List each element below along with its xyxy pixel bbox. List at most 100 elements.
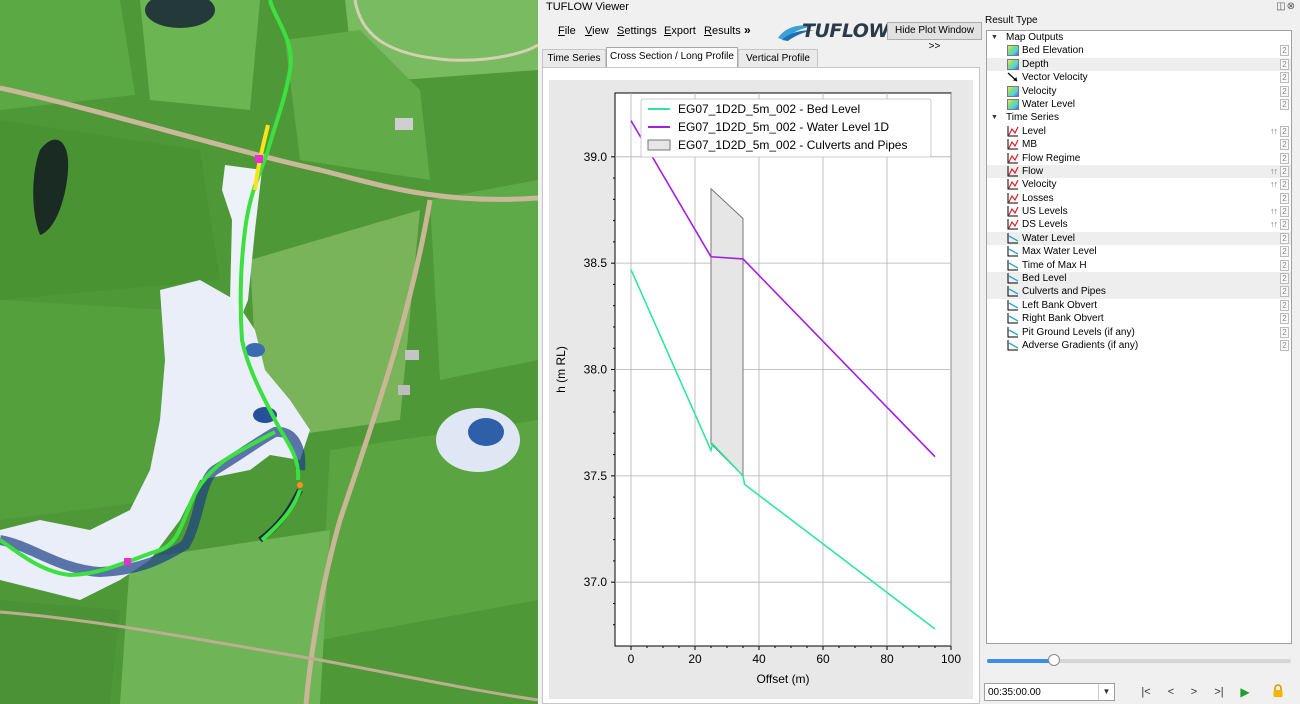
tree-group-label: Time Series: [1006, 112, 1059, 124]
hide-plot-window-button[interactable]: Hide Plot Window >>: [887, 22, 982, 52]
tree-item[interactable]: MB 2: [987, 138, 1291, 151]
tree-item[interactable]: Level ↑↑ 2: [987, 125, 1291, 138]
axis-toggle-icon[interactable]: 2: [1280, 326, 1289, 338]
y-tick-label: 39.0: [584, 150, 608, 164]
tree-item[interactable]: Vector Velocity 2: [987, 71, 1291, 84]
tab-cross-section-long-profile[interactable]: Cross Section / Long Profile: [606, 47, 738, 69]
tree-item[interactable]: Bed Level 2: [987, 272, 1291, 286]
y-tick-label: 37.0: [584, 575, 608, 589]
axis-toggle-icon[interactable]: 2: [1280, 152, 1289, 164]
y-tick-label: 38.5: [584, 256, 608, 270]
secondary-axis-arrows-icon[interactable]: ↑↑: [1270, 179, 1278, 190]
time-slider-track[interactable]: [987, 659, 1291, 663]
tree-item-label: Water Level: [1022, 98, 1075, 110]
window-float-close-icons[interactable]: ◫⊗: [1276, 1, 1296, 12]
axis-toggle-icon[interactable]: 2: [1280, 313, 1289, 325]
chevron-down-icon[interactable]: ▼: [991, 114, 998, 122]
ts-icon: [1007, 139, 1019, 150]
tree-item[interactable]: Right Bank Obvert 2: [987, 312, 1291, 325]
menu-file[interactable]: File: [558, 25, 576, 37]
tree-item[interactable]: DS Levels ↑↑ 2: [987, 218, 1291, 231]
first-timestep-button[interactable]: |<: [1141, 686, 1151, 698]
last-timestep-button[interactable]: >|: [1214, 686, 1224, 698]
axis-toggle-icon[interactable]: 2: [1280, 232, 1289, 244]
lp-icon: [1007, 273, 1019, 284]
chevron-down-icon[interactable]: ▼: [991, 34, 998, 41]
secondary-axis-arrows-icon[interactable]: ↑↑: [1270, 165, 1278, 176]
x-tick-label: 80: [880, 652, 894, 666]
tree-item[interactable]: Adverse Gradients (if any) 2: [987, 339, 1291, 352]
axis-toggle-icon[interactable]: 2: [1280, 259, 1289, 271]
axis-toggle-icon[interactable]: 2: [1280, 45, 1289, 57]
tree-item[interactable]: Losses 2: [987, 192, 1291, 205]
menu-settings[interactable]: Settings: [617, 25, 657, 37]
play-icon[interactable]: ▶: [1240, 685, 1250, 699]
x-axis-label: Offset (m): [756, 672, 809, 686]
tree-item[interactable]: Water Level 2: [987, 231, 1291, 246]
axis-toggle-icon[interactable]: 2: [1280, 246, 1289, 258]
tree-item[interactable]: Time of Max H 2: [987, 259, 1291, 272]
axis-toggle-icon[interactable]: 2: [1280, 85, 1289, 97]
tree-group-map-outputs[interactable]: ▼ Map Outputs: [987, 31, 1291, 44]
long-profile-chart[interactable]: 0 20 40 60 80 100 37.0 37.5 38.0 38.5 39.0 EG07_1D…: [543, 68, 979, 703]
tree-item[interactable]: Bed Elevation 2: [987, 44, 1291, 57]
previous-timestep-button[interactable]: <: [1167, 686, 1175, 698]
tree-item[interactable]: Velocity 2: [987, 85, 1291, 98]
tree-item-label: Flow Regime: [1022, 152, 1081, 164]
series-group: [630, 120, 936, 630]
tree-item[interactable]: Left Bank Obvert 2: [987, 299, 1291, 312]
axis-toggle-icon[interactable]: 2: [1280, 72, 1289, 84]
axis-toggle-icon[interactable]: 2: [1280, 58, 1289, 70]
time-input[interactable]: [985, 684, 1099, 700]
secondary-axis-arrows-icon[interactable]: ↑↑: [1270, 219, 1278, 230]
plot-panel: 0 20 40 60 80 100 37.0 37.5 38.0 38.5 39.0 EG07_1D…: [542, 67, 980, 704]
secondary-axis-arrows-icon[interactable]: ↑↑: [1270, 125, 1278, 136]
axis-toggle-icon[interactable]: 2: [1280, 192, 1289, 204]
axis-toggle-icon[interactable]: 2: [1280, 339, 1289, 351]
tree-item[interactable]: Flow ↑↑ 2: [987, 164, 1291, 179]
tree-group-time-series[interactable]: ▼ Time Series: [987, 111, 1291, 124]
lock-icon[interactable]: [1270, 684, 1286, 700]
time-combobox[interactable]: ▼: [984, 683, 1115, 701]
y-tick-label: 37.5: [584, 469, 608, 483]
map-canvas[interactable]: [0, 0, 538, 704]
tab-time-series[interactable]: Time Series: [542, 49, 606, 68]
axis-toggle-icon[interactable]: 2: [1280, 219, 1289, 231]
tree-item-label: Depth: [1022, 58, 1049, 70]
menu-view[interactable]: View: [585, 25, 609, 37]
lp-icon: [1007, 339, 1019, 351]
tree-item-label: Vector Velocity: [1022, 72, 1088, 84]
tab-vertical-profile[interactable]: Vertical Profile: [738, 49, 818, 68]
tree-item[interactable]: Flow Regime 2: [987, 152, 1291, 165]
tree-item[interactable]: Water Level 2: [987, 98, 1291, 111]
tree-item[interactable]: US Levels ↑↑ 2: [987, 205, 1291, 218]
axis-toggle-icon[interactable]: 2: [1280, 125, 1289, 137]
tree-item[interactable]: Depth 2: [987, 57, 1291, 72]
menu-more-chevron-icon[interactable]: »: [744, 23, 751, 37]
chevron-down-icon[interactable]: ▼: [1098, 684, 1114, 700]
result-type-label: Result Type: [985, 15, 1038, 26]
axis-toggle-icon[interactable]: 2: [1280, 273, 1289, 285]
axis-toggle-icon[interactable]: 2: [1280, 286, 1289, 298]
axis-toggle-icon[interactable]: 2: [1280, 206, 1289, 218]
result-type-tree[interactable]: ▼ Map Outputs Bed Elevation 2 Depth 2 Vector V…: [986, 30, 1292, 644]
axis-toggle-icon[interactable]: 2: [1280, 139, 1289, 151]
tree-item[interactable]: Velocity ↑↑ 2: [987, 178, 1291, 191]
tree-item[interactable]: Max Water Level 2: [987, 245, 1291, 258]
secondary-axis-arrows-icon[interactable]: ↑↑: [1270, 206, 1278, 217]
axis-toggle-icon[interactable]: 2: [1280, 165, 1289, 177]
axis-toggle-icon[interactable]: 2: [1280, 299, 1289, 311]
menu-results[interactable]: Results: [704, 25, 741, 37]
tree-item-label: US Levels: [1022, 206, 1068, 218]
next-timestep-button[interactable]: >: [1190, 686, 1198, 698]
tree-item[interactable]: Pit Ground Levels (if any) 2: [987, 326, 1291, 339]
chart-legend[interactable]: EG07_1D2D_5m_002 - Bed Level EG07_1D2D_5m…: [640, 98, 932, 158]
map-icon: [1007, 58, 1019, 70]
time-slider-handle[interactable]: [1047, 654, 1060, 666]
ts-icon: [1007, 152, 1019, 164]
axis-toggle-icon[interactable]: 2: [1280, 98, 1289, 110]
axis-toggle-icon[interactable]: 2: [1280, 179, 1289, 191]
tree-item[interactable]: Culverts and Pipes 2: [987, 285, 1291, 299]
menu-export[interactable]: Export: [664, 25, 696, 37]
